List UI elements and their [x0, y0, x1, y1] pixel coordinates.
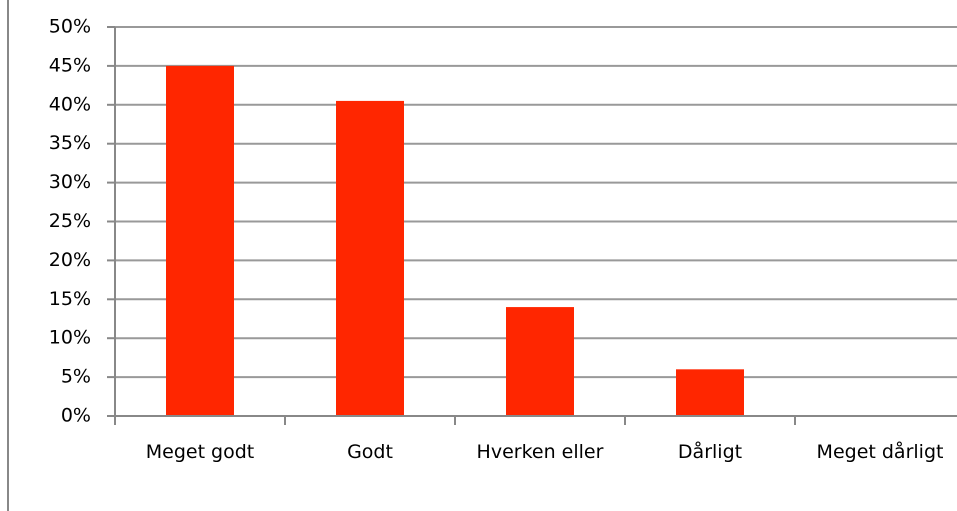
y-tick-label: 15%	[49, 288, 91, 310]
y-tick-label: 45%	[49, 54, 91, 76]
y-tick-label: 10%	[49, 327, 91, 349]
y-tick-label: 5%	[61, 366, 91, 388]
y-tick-label: 50%	[49, 16, 91, 38]
x-tick-label: Dårligt	[677, 441, 743, 463]
x-tick-label: Meget godt	[145, 441, 255, 463]
y-tick-label: 0%	[61, 405, 91, 427]
y-tick-label: 30%	[49, 171, 91, 193]
x-tick-label: Hverken eller	[476, 441, 604, 463]
y-tick-label: 25%	[49, 210, 91, 232]
y-tick-label: 20%	[49, 249, 91, 271]
y-tick-label: 40%	[49, 93, 91, 115]
bar	[166, 65, 234, 417]
y-tick-label: 35%	[49, 132, 91, 154]
x-tick-label: Godt	[347, 441, 393, 463]
bar	[506, 307, 574, 416]
x-tick-label: Meget dårligt	[816, 441, 944, 463]
bar	[676, 369, 744, 416]
bar	[336, 100, 404, 416]
